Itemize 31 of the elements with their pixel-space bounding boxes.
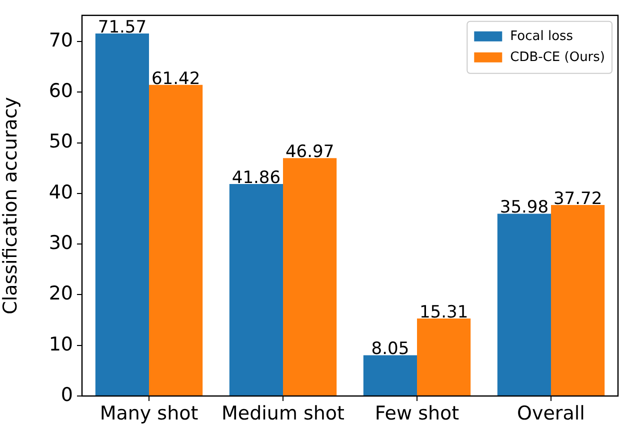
y-tick-label: 50 bbox=[48, 130, 73, 153]
y-tick-label: 0 bbox=[60, 384, 73, 406]
y-tick-label: 70 bbox=[48, 29, 73, 52]
bar bbox=[497, 214, 551, 396]
x-tick-label: Few shot bbox=[374, 402, 460, 424]
x-tick-label: Overall bbox=[517, 402, 585, 424]
data-label: 35.98 bbox=[500, 198, 549, 218]
bar bbox=[551, 204, 605, 396]
bar bbox=[149, 84, 203, 396]
x-tick-label: Many shot bbox=[100, 402, 198, 424]
y-tick-label: 10 bbox=[48, 333, 73, 356]
legend-label: CDB-CE (Ours) bbox=[510, 50, 606, 65]
data-label: 71.57 bbox=[98, 17, 147, 38]
bar bbox=[283, 158, 337, 396]
y-tick-label: 30 bbox=[48, 232, 73, 254]
y-tick-label: 20 bbox=[48, 282, 73, 305]
data-label: 8.05 bbox=[371, 339, 410, 360]
bar bbox=[95, 34, 149, 396]
bar bbox=[363, 355, 417, 396]
bar bbox=[417, 318, 471, 396]
data-label: 46.97 bbox=[285, 142, 334, 162]
data-label: 41.86 bbox=[232, 168, 281, 188]
data-label: 61.42 bbox=[151, 68, 200, 89]
y-axis-title: Classification accuracy bbox=[0, 96, 22, 314]
y-tick-label: 40 bbox=[48, 181, 73, 204]
legend-label: Focal loss bbox=[510, 28, 574, 44]
bar bbox=[229, 184, 283, 396]
y-tick-label: 60 bbox=[48, 80, 73, 102]
data-label: 15.31 bbox=[419, 302, 468, 322]
data-label: 37.72 bbox=[553, 188, 602, 209]
x-tick-label: Medium shot bbox=[221, 402, 345, 424]
